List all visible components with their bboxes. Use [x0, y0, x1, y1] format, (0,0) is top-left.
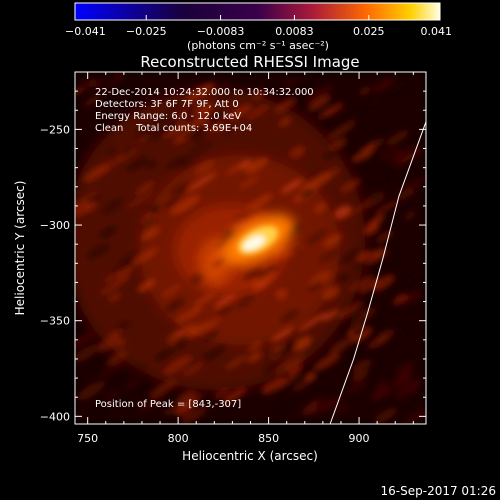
rhessi-image — [75, 72, 426, 424]
annotation-total-counts: Clean Total counts: 3.69E+04 — [95, 123, 252, 134]
colorbar-tick-label: −0.0083 — [197, 25, 245, 38]
y-tick-label: −250 — [40, 123, 70, 136]
x-tick-label: 750 — [77, 432, 98, 445]
colorbar-tick-label: 0.041 — [421, 25, 453, 38]
x-tick-label: 800 — [168, 432, 189, 445]
x-axis-label: Heliocentric X (arcsec) — [182, 449, 318, 463]
y-tick-label: −300 — [40, 219, 70, 232]
x-tick-label: 900 — [349, 432, 370, 445]
y-tick-label: −400 — [40, 410, 70, 423]
y-tick-label: −350 — [40, 315, 70, 328]
colorbar — [74, 2, 441, 21]
render-timestamp: 16-Sep-2017 01:26 — [381, 484, 496, 498]
colorbar-tick-label: −0.025 — [126, 25, 167, 38]
colorbar-tick-label: −0.041 — [65, 25, 106, 38]
annotation-detectors: Detectors: 3F 6F 7F 9F, Att 0 — [95, 99, 239, 110]
y-axis-label: Heliocentric Y (arcsec) — [13, 181, 27, 316]
annotation-energy-range: Energy Range: 6.0 - 12.0 keV — [95, 111, 241, 122]
colorbar-unit-label: (photons cm⁻² s⁻¹ asec⁻²) — [187, 39, 329, 52]
annotation-time-range: 22-Dec-2014 10:24:32.000 to 10:34:32.000 — [95, 87, 314, 98]
chart-title: Reconstructed RHESSI Image — [140, 53, 359, 71]
colorbar-tick-label: 0.0083 — [275, 25, 314, 38]
colorbar-ticks: −0.041 −0.025 −0.0083 0.0083 0.025 0.041 — [65, 15, 452, 38]
annotation-peak-position: Position of Peak = [843,-307] — [95, 399, 241, 410]
x-tick-label: 850 — [258, 432, 279, 445]
axis-ticks: 750 800 850 900 −250 −300 −350 −400 — [40, 72, 426, 445]
solar-limb — [329, 121, 426, 424]
colorbar-tick-label: 0.025 — [353, 25, 385, 38]
